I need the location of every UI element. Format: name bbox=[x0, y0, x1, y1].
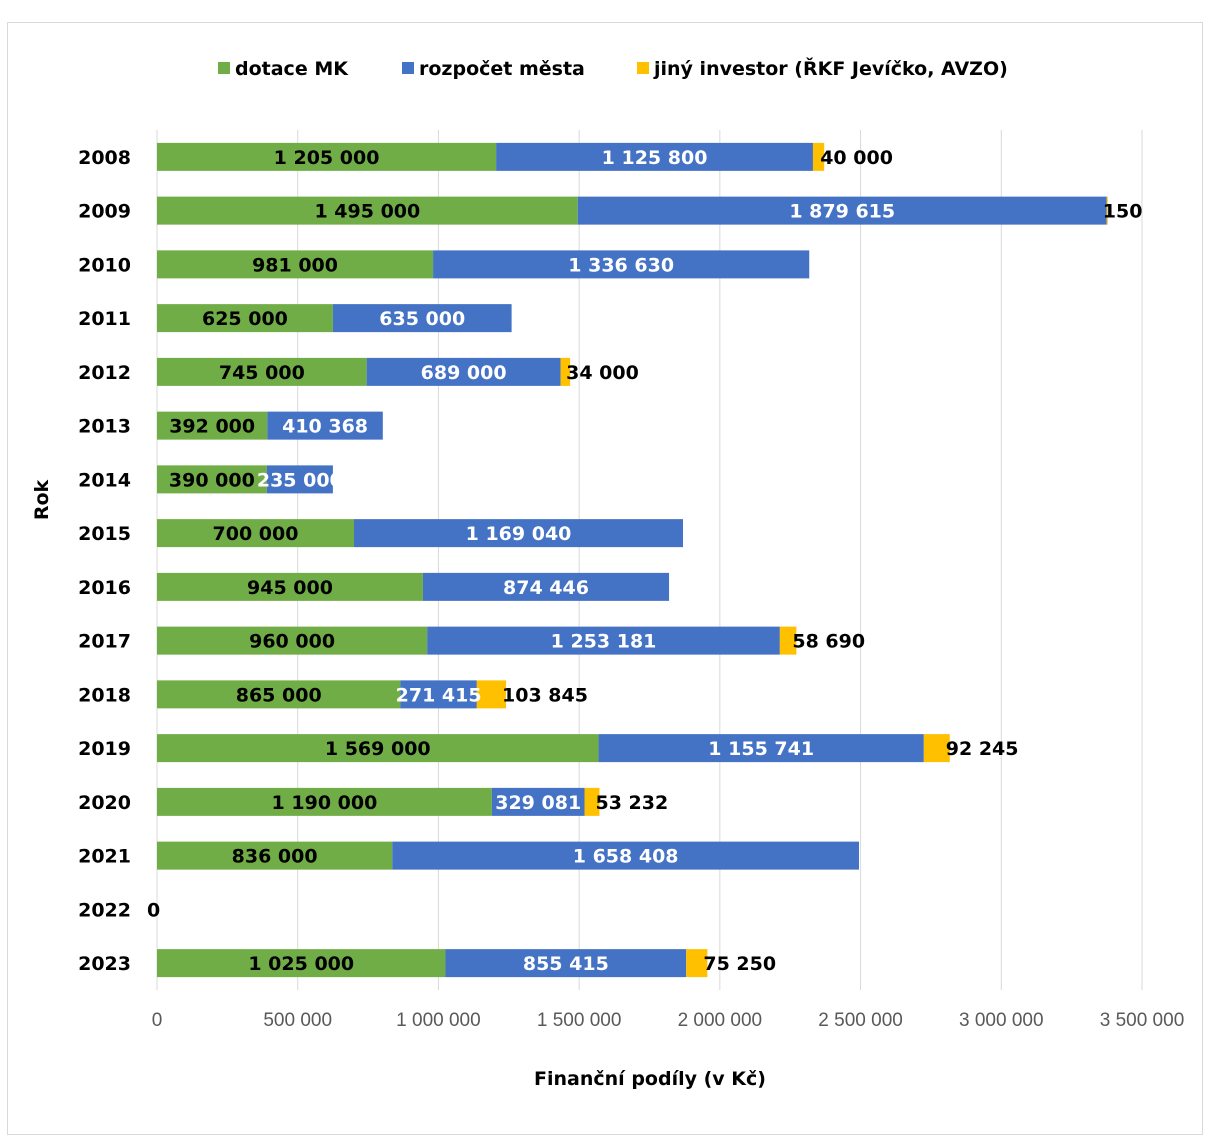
x-tick-label: 3 500 000 bbox=[1100, 1010, 1185, 1031]
data-label-1: 1 169 040 bbox=[466, 523, 572, 545]
data-label-1: 855 415 bbox=[523, 953, 609, 975]
data-label-2: 103 845 bbox=[502, 684, 588, 706]
y-tick-label: 2021 bbox=[78, 846, 131, 868]
data-label-0: 392 000 bbox=[169, 416, 255, 438]
data-label-0: 1 569 000 bbox=[325, 738, 431, 760]
x-tick-label: 3 000 000 bbox=[959, 1010, 1044, 1031]
y-tick-label: 2019 bbox=[78, 738, 131, 760]
y-tick-label: 2009 bbox=[78, 201, 131, 223]
data-label-0: 865 000 bbox=[236, 684, 322, 706]
x-tick-label: 0 bbox=[152, 1010, 163, 1031]
legend-label-0: dotace MK bbox=[235, 58, 349, 80]
data-label-1: 1 336 630 bbox=[568, 254, 674, 276]
data-labels: 1 205 000 1 125 800 40 000 1 495 000 1 879 6… bbox=[147, 147, 1142, 975]
y-tick-label: 2017 bbox=[78, 631, 131, 653]
x-tick-label: 500 000 bbox=[263, 1010, 332, 1031]
x-tick-label: 1 500 000 bbox=[537, 1010, 622, 1031]
y-tick-label: 2022 bbox=[78, 899, 131, 921]
y-tick-label: 2011 bbox=[78, 308, 131, 330]
data-label-0: 625 000 bbox=[202, 308, 288, 330]
data-label-1: 874 446 bbox=[503, 577, 589, 599]
x-axis-ticks: 0 500 000 1 000 000 1 500 000 2 000 000 2 500… bbox=[152, 1010, 1185, 1031]
data-label-1: 235 000 bbox=[257, 469, 343, 491]
y-tick-label: 2014 bbox=[78, 469, 131, 491]
data-label-1: 1 125 800 bbox=[602, 147, 708, 169]
y-tick-label: 2018 bbox=[78, 684, 131, 706]
y-tick-label: 2020 bbox=[78, 792, 131, 814]
legend-swatch-2 bbox=[637, 62, 649, 74]
data-label-0: 981 000 bbox=[252, 254, 338, 276]
data-label-1: 635 000 bbox=[379, 308, 465, 330]
y-tick-label: 2010 bbox=[78, 254, 131, 276]
data-label-2: 40 000 bbox=[820, 147, 893, 169]
y-tick-label: 2013 bbox=[78, 416, 131, 438]
x-tick-label: 2 500 000 bbox=[818, 1010, 903, 1031]
data-label-0: 960 000 bbox=[249, 631, 335, 653]
data-label-1: 1 253 181 bbox=[551, 631, 657, 653]
y-tick-label: 2008 bbox=[78, 147, 131, 169]
y-tick-label: 2012 bbox=[78, 362, 131, 384]
legend-swatch-0 bbox=[218, 62, 230, 74]
data-label-1: 1 658 408 bbox=[573, 846, 679, 868]
y-tick-label: 2023 bbox=[78, 953, 131, 975]
legend-swatch-1 bbox=[402, 62, 414, 74]
data-label-2: 34 000 bbox=[566, 362, 639, 384]
data-label-1: 271 415 bbox=[396, 684, 482, 706]
data-label-1: 1 155 741 bbox=[708, 738, 814, 760]
x-tick-label: 2 000 000 bbox=[678, 1010, 763, 1031]
data-label-2: 150 bbox=[1103, 201, 1143, 223]
data-label-2: 75 250 bbox=[703, 953, 776, 975]
y-axis-ticks: 2008 2009 2010 2011 2012 2013 2014 2015 2016 2017… bbox=[78, 147, 131, 975]
data-label-0: 836 000 bbox=[232, 846, 318, 868]
y-tick-label: 2015 bbox=[78, 523, 131, 545]
data-label-2: 58 690 bbox=[792, 631, 865, 653]
data-label-0: 945 000 bbox=[247, 577, 333, 599]
data-label-0: 1 495 000 bbox=[314, 201, 420, 223]
data-label-2: 53 232 bbox=[595, 792, 668, 814]
legend: dotace MK rozpočet města jiný investor (ŘK… bbox=[218, 57, 1008, 80]
data-label-0: 700 000 bbox=[213, 523, 299, 545]
legend-label-2: jiný investor (ŘKF Jevíčko, AVZO) bbox=[653, 57, 1008, 80]
data-label-0: 0 bbox=[147, 899, 160, 921]
data-label-0: 745 000 bbox=[219, 362, 305, 384]
data-label-1: 410 368 bbox=[282, 416, 368, 438]
y-tick-label: 2016 bbox=[78, 577, 131, 599]
x-tick-label: 1 000 000 bbox=[396, 1010, 481, 1031]
data-label-2: 92 245 bbox=[946, 738, 1019, 760]
x-axis-title: Finanční podíly (v Kč) bbox=[534, 1068, 766, 1090]
data-label-1: 1 879 615 bbox=[789, 201, 895, 223]
y-axis-title: Rok bbox=[31, 479, 53, 520]
data-label-0: 1 190 000 bbox=[272, 792, 378, 814]
data-label-1: 329 081 bbox=[495, 792, 581, 814]
legend-label-1: rozpočet města bbox=[419, 58, 585, 80]
data-label-0: 1 205 000 bbox=[274, 147, 380, 169]
data-label-1: 689 000 bbox=[421, 362, 507, 384]
data-label-0: 1 025 000 bbox=[248, 953, 354, 975]
data-label-0: 390 000 bbox=[169, 469, 255, 491]
